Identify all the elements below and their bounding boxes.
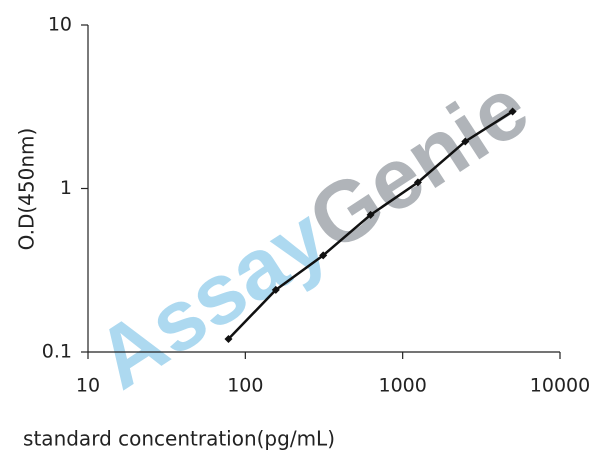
y-axis-label: O.D(450nm) bbox=[15, 128, 39, 251]
x-tick-label: 1000 bbox=[378, 375, 426, 397]
watermark: AssayGenie bbox=[79, 59, 544, 408]
watermark-text: AssayGenie bbox=[79, 59, 544, 408]
marker bbox=[319, 251, 328, 260]
y-tick-label: 10 bbox=[48, 14, 72, 36]
watermark-part: Assay bbox=[79, 189, 344, 408]
marker bbox=[366, 210, 375, 219]
y-tick-label: 0.1 bbox=[42, 341, 72, 363]
marker bbox=[508, 107, 517, 116]
x-tick-label: 10000 bbox=[530, 375, 590, 397]
x-tick-label: 100 bbox=[227, 375, 263, 397]
watermark-part: Genie bbox=[292, 59, 545, 270]
marker bbox=[271, 285, 280, 294]
x-axis-label: standard concentration(pg/mL) bbox=[23, 427, 335, 451]
x-tick-label: 10 bbox=[76, 375, 100, 397]
y-tick-label: 1 bbox=[60, 177, 72, 199]
marker bbox=[224, 335, 233, 344]
marker bbox=[461, 137, 470, 146]
marker bbox=[413, 178, 422, 187]
